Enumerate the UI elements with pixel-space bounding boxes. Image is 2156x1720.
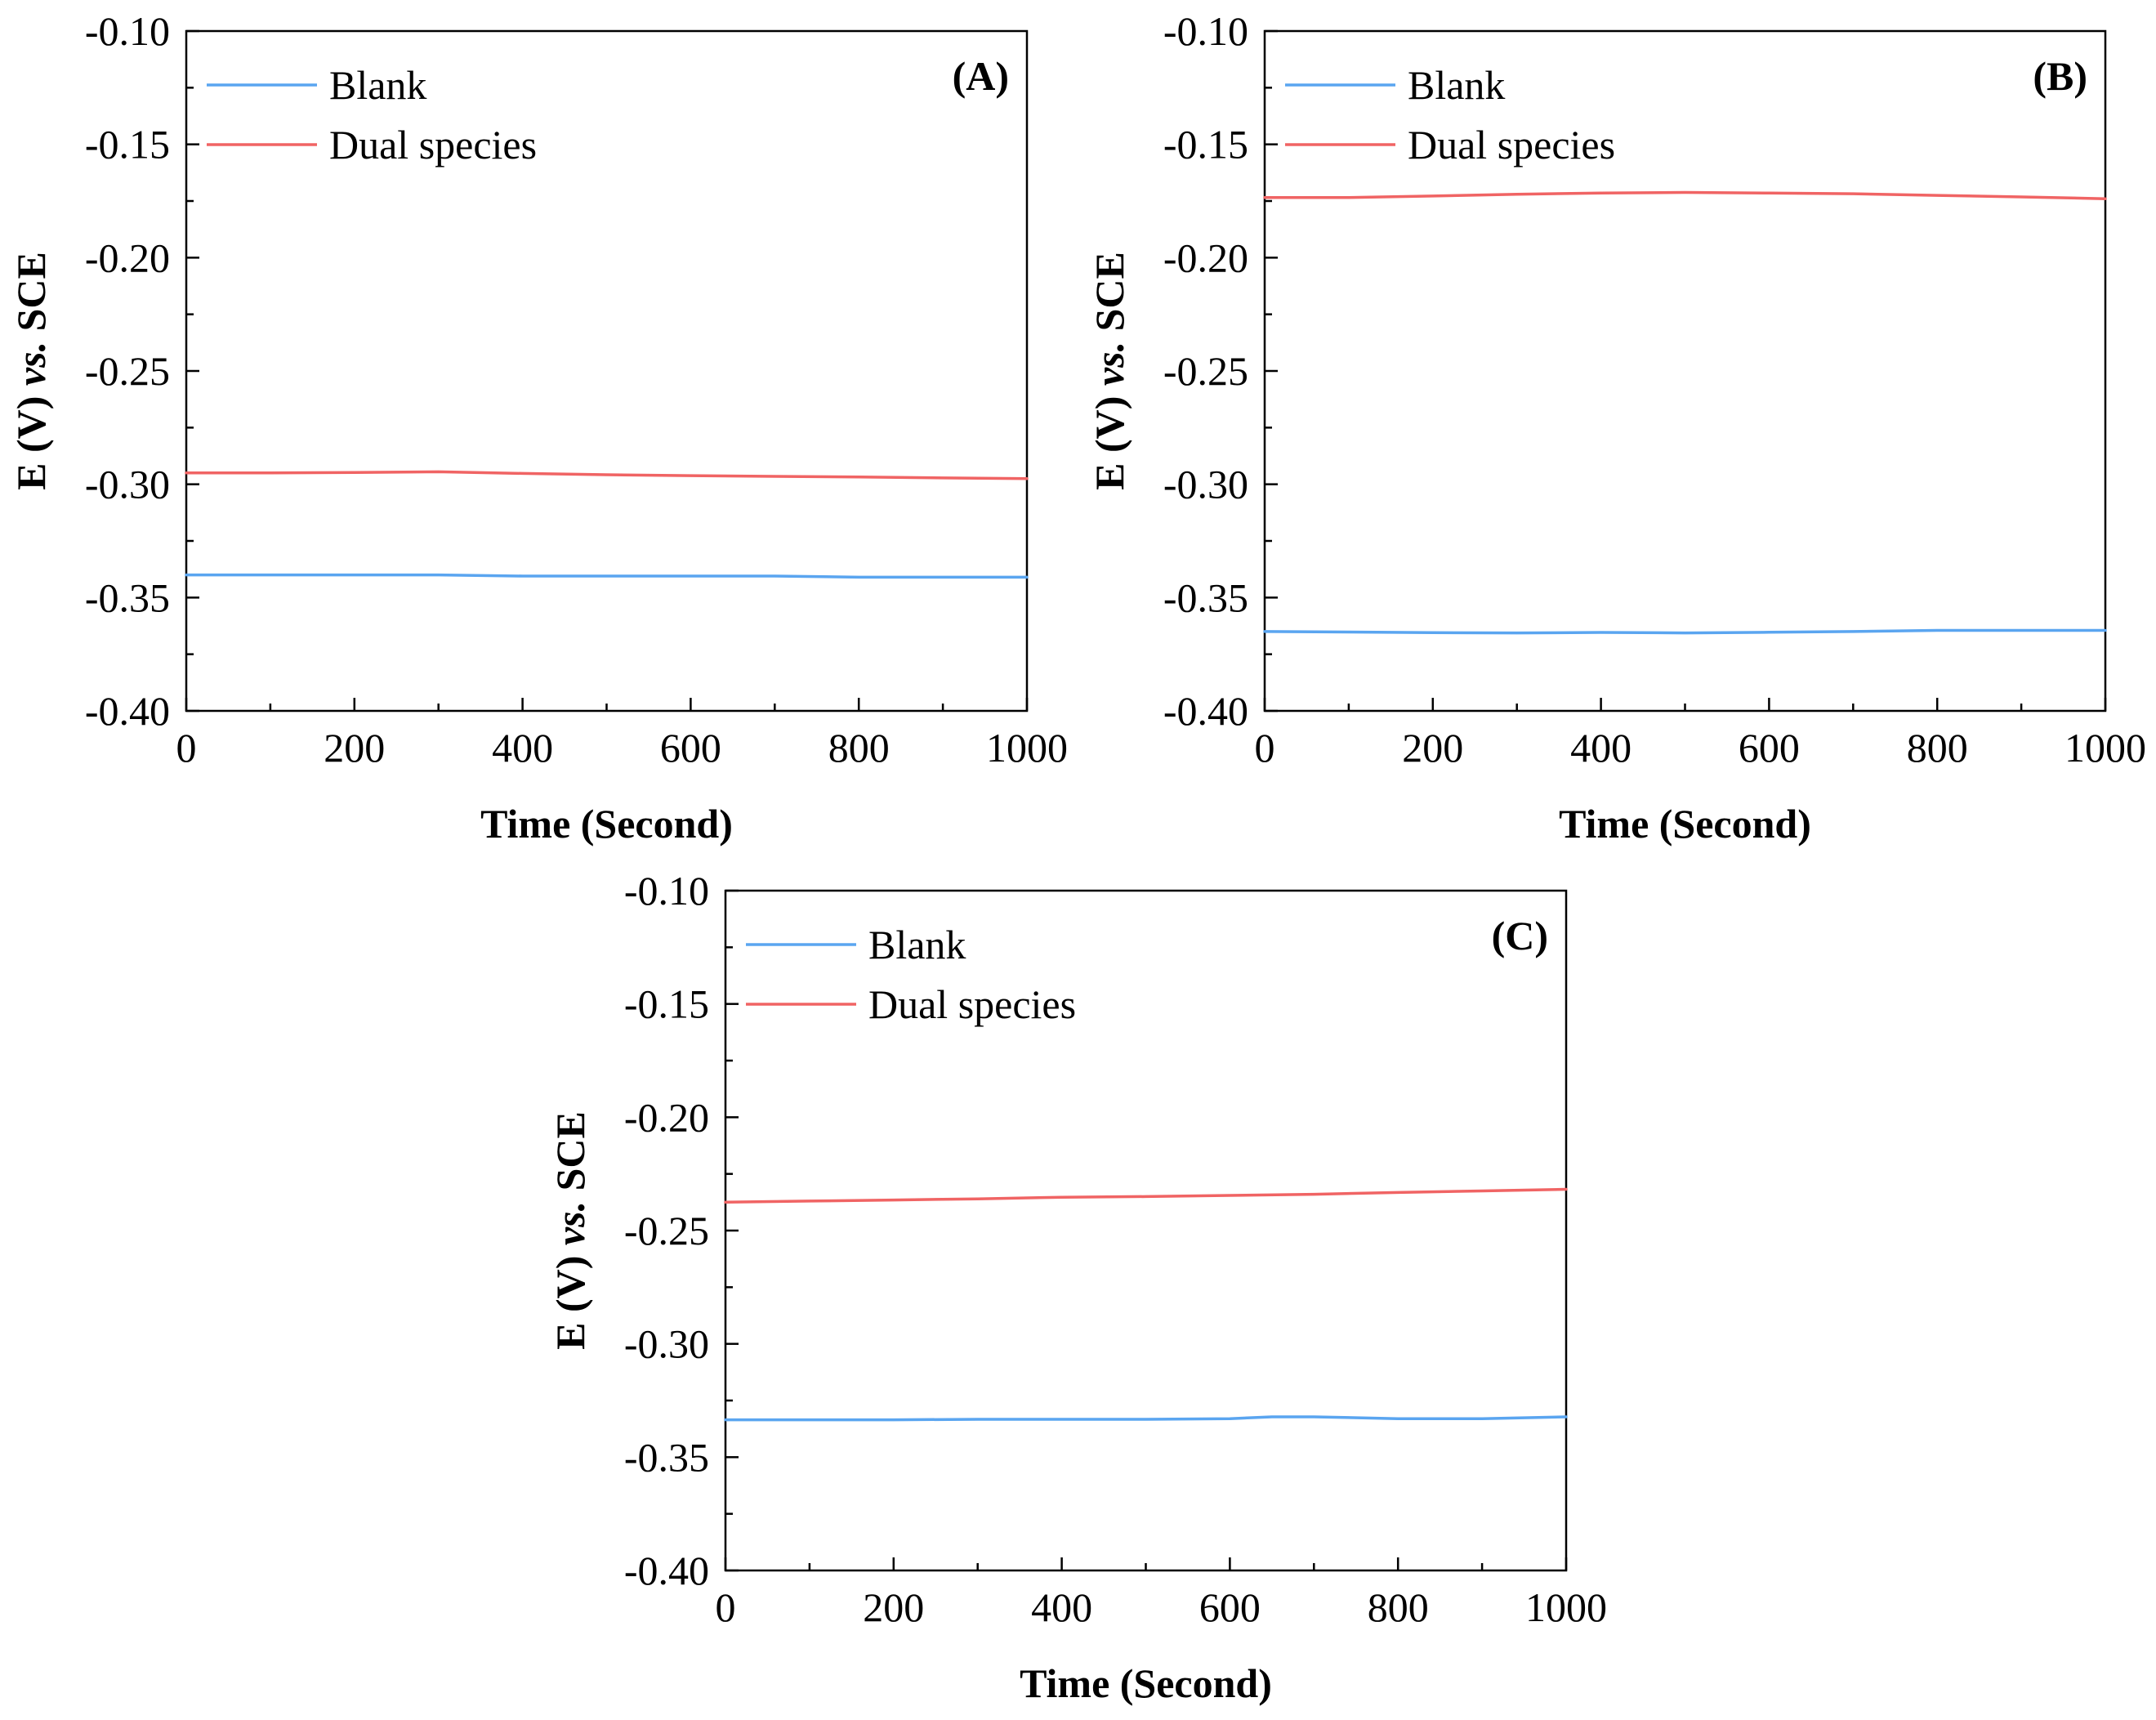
y-tick-label: -0.15 (1163, 122, 1248, 168)
legend-label: Dual species (329, 122, 537, 168)
x-tick-label: 400 (492, 725, 553, 771)
plot-frame-a (185, 29, 1029, 713)
y-tick-label: -0.30 (85, 462, 170, 507)
series-line-dual-species (724, 1187, 1568, 1204)
y-tick-label: -0.20 (1163, 235, 1248, 280)
chart-panel-b: 0 200 400 600 800 1000 -0.10 -0.15 -0.20 -0.25 -0.… (1087, 8, 2146, 847)
x-tick-label: 200 (324, 725, 385, 771)
y-tick-label: -0.25 (85, 348, 170, 394)
legend-label: Dual species (868, 981, 1076, 1027)
chart-panel-c: 0 200 400 600 800 1000 -0.10 -0.15 -0.20 -0.25 -0.… (547, 868, 1607, 1706)
y-tick-label: -0.35 (85, 574, 170, 620)
x-tick-label: 800 (828, 725, 890, 771)
x-tick-label: 1000 (986, 725, 1068, 771)
y-tick-label: -0.35 (1163, 574, 1248, 620)
x-axis-title: Time (Second) (1020, 1660, 1272, 1706)
x-tick-label: 400 (1031, 1584, 1092, 1630)
legend-label: Blank (1408, 62, 1505, 108)
chart-panel-a: 0 200 400 600 800 1000 -0.10 -0.15 -0.20 -0.25 -0.… (8, 8, 1068, 847)
y-tick-label: -0.30 (624, 1321, 709, 1367)
x-tick-label: 200 (1402, 725, 1463, 771)
series-line-blank (1263, 628, 2107, 635)
x-tick-label: 0 (716, 1584, 736, 1630)
x-tick-label: 400 (1570, 725, 1632, 771)
x-tick-label: 600 (1739, 725, 1800, 771)
panel-label-c: (C) (1492, 913, 1548, 958)
x-tick-label: 800 (1907, 725, 1968, 771)
plot-frame-b (1263, 29, 2107, 713)
y-tick-label: -0.35 (624, 1434, 709, 1480)
y-tick-label: -0.30 (1163, 462, 1248, 507)
series-line-dual-species (185, 470, 1029, 480)
legend-label: Dual species (1408, 122, 1615, 168)
y-tick-label: -0.10 (624, 868, 709, 914)
y-tick-label: -0.15 (624, 981, 709, 1027)
panel-label-b: (B) (2033, 53, 2087, 99)
panel-label-a: (A) (953, 53, 1009, 99)
y-tick-label: -0.10 (85, 8, 170, 54)
x-tick-label: 600 (660, 725, 721, 771)
y-axis-title: E (V) vs. SCE (1087, 252, 1132, 490)
x-tick-label: 800 (1368, 1584, 1429, 1630)
y-tick-label: -0.25 (624, 1208, 709, 1253)
y-tick-label: -0.40 (1163, 688, 1248, 734)
y-tick-label: -0.10 (1163, 8, 1248, 54)
series-line-dual-species (1263, 190, 2107, 200)
series-line-blank (724, 1415, 1568, 1422)
x-tick-label: 1000 (2064, 725, 2146, 771)
y-tick-label: -0.40 (624, 1548, 709, 1593)
y-tick-label: -0.15 (85, 122, 170, 168)
x-axis-title: Time (Second) (480, 801, 733, 847)
x-tick-label: 0 (1255, 725, 1275, 771)
x-tick-label: 0 (176, 725, 197, 771)
y-tick-label: -0.40 (85, 688, 170, 734)
y-axis-title: E (V) vs. SCE (547, 1111, 593, 1350)
x-tick-label: 600 (1199, 1584, 1261, 1630)
y-tick-label: -0.20 (624, 1094, 709, 1140)
plot-frame-c (724, 889, 1568, 1572)
legend-label: Blank (329, 62, 426, 108)
x-tick-label: 1000 (1525, 1584, 1607, 1630)
series-line-blank (185, 573, 1029, 579)
x-tick-label: 200 (863, 1584, 924, 1630)
x-axis-title: Time (Second) (1559, 801, 1811, 847)
legend-label: Blank (868, 922, 966, 967)
y-tick-label: -0.25 (1163, 348, 1248, 394)
y-axis-title: E (V) vs. SCE (8, 252, 54, 490)
y-tick-label: -0.20 (85, 235, 170, 280)
